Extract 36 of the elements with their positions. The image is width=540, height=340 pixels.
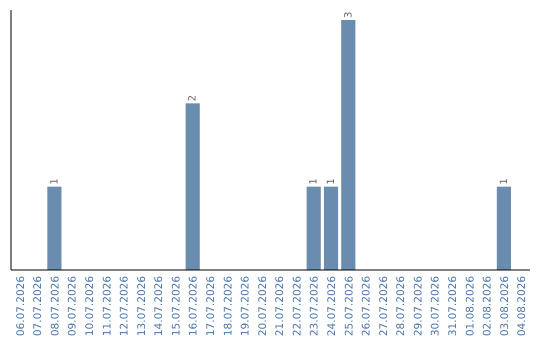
x-tick-label: 09.07.2026 [66,276,79,336]
data-label: 1 [49,178,60,185]
x-tick-label: 06.07.2026 [14,276,27,336]
x-tick-label: 04.08.2026 [516,276,528,336]
x-tick-label: 10.07.2026 [84,276,96,336]
data-label: 3 [343,12,354,18]
x-tick-label: 03.08.2026 [498,276,511,336]
x-tick-label: 27.07.2026 [378,276,390,336]
x-tick-label: 19.07.2026 [240,276,252,336]
x-tick-label: 14.07.2026 [153,276,166,336]
x-tick-label: 20.07.2026 [256,276,269,336]
x-tick-label: 28.07.2026 [395,276,408,336]
x-tick-label: 13.07.2026 [136,276,148,336]
x-tick-label: 01.08.2026 [464,276,476,336]
x-tick-label: 18.07.2026 [222,276,234,336]
data-label: 1 [308,178,320,185]
x-tick-label: 07.07.2026 [32,276,44,336]
x-tick-label: 30.07.2026 [430,276,442,336]
x-tick-label: 26.07.2026 [360,276,373,336]
data-label: 2 [188,94,199,102]
x-tick-label: 23.07.2026 [308,276,321,336]
x-tick-label: 25.07.2026 [343,276,356,336]
x-tick-label: 17.07.2026 [204,276,217,336]
x-tick-label: 31.07.2026 [447,276,460,336]
x-tick-label: 15.07.2026 [170,276,182,336]
x-tick-label: 12.07.2026 [118,276,131,336]
x-tick-label: 29.07.2026 [412,276,424,336]
x-tick-label: 22.07.2026 [291,276,304,336]
x-tick-label: 08.07.2026 [49,276,62,336]
x-tick-label: 24.07.2026 [326,276,338,336]
x-tick-label: 21.07.2026 [274,276,286,336]
x-tick-label: 16.07.2026 [188,276,200,336]
data-label: 1 [326,178,338,185]
data-label: 1 [498,178,510,185]
x-tick-label: 02.08.2026 [482,276,494,336]
x-tick-label: 11.07.2026 [101,276,114,336]
